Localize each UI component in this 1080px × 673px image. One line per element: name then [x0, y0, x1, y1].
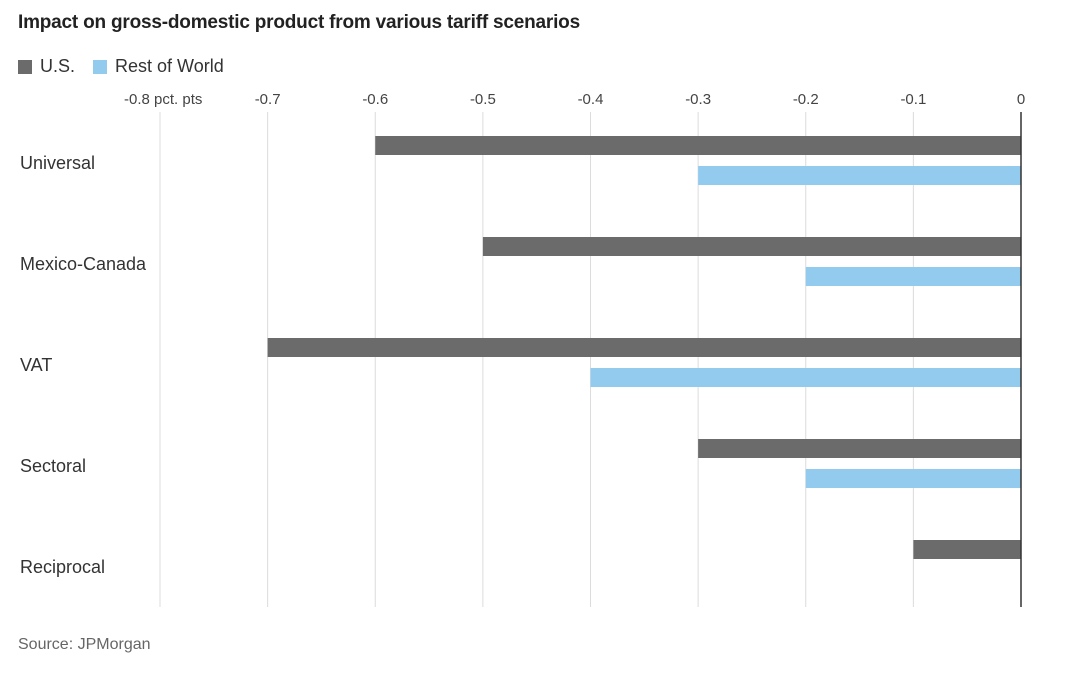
x-tick-label: -0.1: [900, 91, 926, 108]
chart-title: Impact on gross-domestic product from va…: [18, 12, 580, 33]
legend-item-rest-of-world: Rest of World: [93, 56, 224, 77]
bar-rest-of-world-sectoral: [805, 469, 1021, 488]
category-label: Reciprocal: [20, 557, 105, 577]
x-tick-label: -0.4: [578, 91, 604, 108]
bar-u-s-mexico-canada: [482, 237, 1021, 256]
x-tick-label: 0: [1017, 91, 1025, 108]
bar-rest-of-world-vat: [590, 368, 1021, 387]
x-tick-label: -0.2: [793, 91, 819, 108]
legend-item-us: U.S.: [18, 56, 75, 77]
category-label: Universal: [20, 153, 95, 173]
bar-rest-of-world-universal: [698, 166, 1021, 185]
legend-swatch-us: [18, 59, 32, 74]
x-tick-label: -0.5: [470, 91, 496, 108]
legend: U.S. Rest of World: [18, 56, 242, 77]
x-tick-label: -0.7: [255, 91, 281, 108]
x-tick-label: -0.3: [685, 91, 711, 108]
category-label: VAT: [20, 355, 52, 375]
bar-rest-of-world-mexico-canada: [805, 267, 1021, 286]
legend-label-us: U.S.: [40, 56, 76, 76]
bar-u-s-reciprocal: [913, 540, 1021, 559]
legend-swatch-rest-of-world: [93, 59, 108, 74]
category-label: Mexico-Canada: [20, 254, 147, 274]
bar-u-s-sectoral: [698, 439, 1021, 458]
x-tick-label: -0.8 pct. pts: [124, 91, 202, 108]
legend-label-rest-of-world: Rest of World: [115, 56, 224, 76]
bar-u-s-vat: [267, 338, 1021, 357]
source-note: Source: JPMorgan: [18, 636, 151, 653]
x-tick-label: -0.6: [362, 91, 388, 108]
bar-u-s-universal: [375, 136, 1021, 155]
category-label: Sectoral: [20, 456, 86, 476]
